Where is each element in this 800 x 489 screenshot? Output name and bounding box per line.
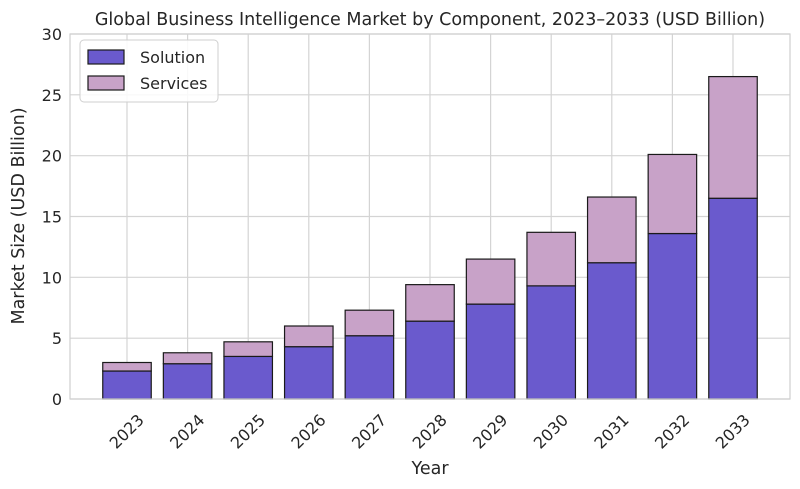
x-tick-label: 2029	[469, 410, 511, 452]
bars	[102, 75, 758, 400]
bar-solution-2024	[162, 363, 213, 400]
y-tick-label: 15	[42, 208, 62, 227]
bar-services-2029	[465, 258, 516, 305]
legend-label-solution: Solution	[140, 48, 205, 67]
bar-services-2025	[223, 341, 274, 358]
y-tick-label: 10	[42, 268, 62, 287]
y-tick-label: 0	[52, 390, 62, 409]
chart-title: Global Business Intelligence Market by C…	[95, 10, 765, 30]
bar-services-2027	[344, 309, 395, 337]
x-tick-label: 2031	[590, 410, 632, 452]
y-tick-label: 25	[42, 86, 62, 105]
x-axis-label: Year	[410, 459, 449, 479]
bar-services-2031	[586, 196, 637, 264]
x-tick-label: 2024	[166, 410, 208, 452]
legend-label-services: Services	[140, 74, 207, 93]
bar-services-2023	[102, 361, 152, 372]
legend-swatch-solution	[87, 49, 125, 65]
bar-solution-2033	[708, 197, 758, 400]
x-tick-label: 2025	[227, 410, 269, 452]
y-tick-label: 30	[42, 25, 62, 44]
x-tick-label: 2032	[651, 410, 693, 452]
bar-services-2030	[526, 231, 577, 287]
legend-swatch-services	[87, 75, 125, 91]
bar-services-2032	[647, 153, 698, 235]
legend: Solution Services	[79, 39, 219, 103]
x-ticks: 2023 2024 2025 2026 2027 2028 2029 2030 2031 2032…	[106, 410, 754, 452]
x-tick-label: 2033	[712, 410, 754, 452]
x-tick-label: 2026	[287, 410, 329, 452]
y-axis-label: Market Size (USD Billion)	[9, 107, 29, 324]
x-tick-label: 2030	[530, 410, 572, 452]
bar-solution-2029	[465, 303, 516, 400]
bar-services-2024	[162, 352, 213, 365]
bar-solution-2028	[405, 320, 455, 400]
bar-solution-2025	[223, 355, 274, 400]
bar-services-2033	[708, 75, 758, 199]
bar-services-2026	[283, 325, 334, 348]
y-tick-label: 5	[52, 329, 62, 348]
bar-solution-2023	[102, 370, 152, 400]
bar-solution-2031	[586, 262, 637, 400]
bar-services-2028	[405, 284, 455, 322]
bar-solution-2026	[283, 346, 334, 400]
x-tick-label: 2027	[348, 410, 390, 452]
x-tick-label: 2028	[409, 410, 451, 452]
y-tick-label: 20	[42, 147, 62, 166]
x-tick-label: 2023	[106, 410, 148, 452]
bar-solution-2032	[647, 232, 698, 400]
plot-frame	[69, 33, 791, 400]
bar-solution-2027	[344, 335, 395, 400]
y-ticks: 0 5 10 15 20 25 30	[42, 25, 62, 409]
bar-solution-2030	[526, 285, 577, 400]
